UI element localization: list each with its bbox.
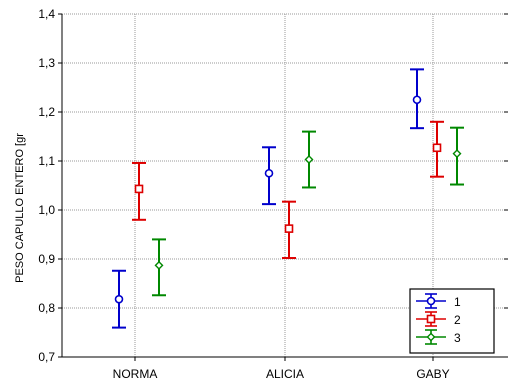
- mean-point: [452, 149, 462, 159]
- mean-point: [432, 143, 442, 153]
- x-tick-label: GABY: [416, 367, 449, 381]
- mean-point: [154, 260, 164, 270]
- y-tick-label: 0,9: [38, 252, 55, 266]
- series-1: [112, 68, 424, 329]
- y-tick-label: 1,2: [38, 105, 55, 119]
- x-tick-label: ALICIA: [266, 367, 304, 381]
- legend-box: [409, 288, 495, 354]
- legend: 1 2 3: [409, 288, 495, 354]
- y-tick-label: 0,7: [38, 350, 55, 364]
- legend-label: 1: [454, 295, 461, 309]
- mean-point: [284, 224, 294, 233]
- series-3: [152, 126, 464, 297]
- legend-label: 3: [454, 331, 461, 345]
- legend-item-1: 1: [416, 293, 461, 309]
- mean-point: [134, 184, 144, 194]
- y-tick-label: 1,0: [38, 203, 55, 217]
- y-axis-label: PESO CAPULLO ENTERO [gr: [14, 133, 26, 283]
- y-tick-label: 0,8: [38, 301, 55, 315]
- legend-item-2: 2: [416, 311, 461, 327]
- series-2: [132, 120, 444, 260]
- y-tick-label: 1,4: [38, 7, 55, 21]
- x-tick-label: NORMA: [113, 367, 158, 381]
- legend-marker: [426, 314, 436, 324]
- mean-point: [412, 95, 422, 105]
- axes: 0,7 0,8 0,9 1,0 1,1 1,2 1,3 1,4 NORMA ALICIA GABY: [38, 7, 508, 381]
- mean-point: [114, 294, 124, 304]
- legend-label: 2: [454, 313, 461, 327]
- legend-marker: [426, 296, 436, 306]
- series: [112, 68, 464, 329]
- mean-point: [264, 168, 274, 178]
- y-tick-label: 1,1: [38, 154, 55, 168]
- y-tick-label: 1,3: [38, 56, 55, 70]
- mean-point: [304, 155, 314, 165]
- legend-item-3: 3: [416, 329, 461, 345]
- legend-marker: [426, 332, 436, 342]
